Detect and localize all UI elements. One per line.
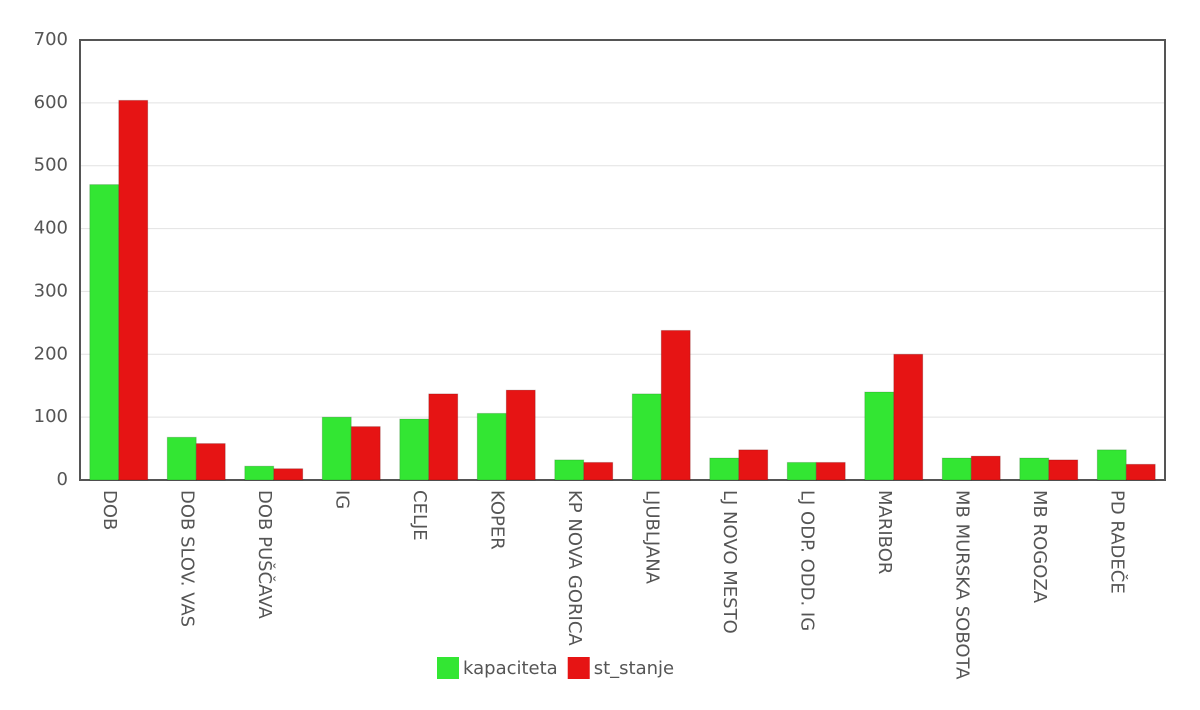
x-tick-label: MB MURSKA SOBOTA [951, 490, 972, 680]
legend-label: st_stanje [594, 658, 674, 679]
x-tick-label: DOB SLOV. VAS [176, 490, 197, 627]
bar [631, 393, 662, 481]
bar [350, 426, 381, 481]
bar [864, 391, 895, 481]
y-tick-label: 500 [34, 155, 68, 176]
y-tick-label: 700 [34, 29, 68, 50]
x-tick-label: PD RADEČE [1106, 490, 1128, 594]
y-tick-label: 0 [57, 469, 68, 490]
x-tick-label: DOB PUŠČAVA [254, 490, 276, 619]
x-tick-label: KP NOVA GORICA [564, 490, 585, 646]
y-tick-label: 200 [34, 343, 68, 364]
legend-swatch [437, 657, 459, 679]
bar [893, 353, 924, 481]
bar [118, 99, 149, 481]
bar [815, 461, 846, 481]
bar [273, 468, 304, 481]
bar [1096, 449, 1127, 481]
y-tick-label: 400 [34, 218, 68, 239]
bar [166, 436, 197, 481]
x-tick-label: MB ROGOZA [1029, 490, 1050, 604]
y-tick-label: 600 [34, 92, 68, 113]
bar [660, 329, 691, 481]
legend-swatch [567, 657, 590, 679]
bar [399, 418, 430, 481]
x-tick-label: IG [331, 490, 352, 509]
x-tick-label: LJ NOVO MESTO [719, 490, 740, 634]
bar [505, 389, 536, 481]
y-tick-label: 100 [34, 406, 68, 427]
y-tick-label: 300 [34, 280, 68, 301]
bar [244, 465, 275, 481]
x-tick-label: LJ ODP. ODD. IG [796, 490, 817, 631]
bar [709, 457, 740, 481]
bar [476, 412, 507, 481]
plot-frame [79, 39, 1166, 481]
bar [554, 459, 585, 481]
bar [941, 457, 972, 481]
x-tick-label: LJUBLJANA [641, 490, 662, 585]
bar [738, 449, 769, 481]
x-tick-label: DOB [99, 490, 120, 530]
x-tick-label: KOPER [486, 490, 507, 550]
legend-label: kapaciteta [463, 658, 558, 679]
bar [1125, 463, 1156, 481]
bar [970, 455, 1001, 481]
bar [195, 443, 226, 481]
bar [786, 461, 817, 481]
bar [89, 184, 120, 481]
bar [583, 461, 614, 481]
x-tick-label: CELJE [409, 490, 430, 541]
bar [321, 416, 352, 481]
x-tick-label: MARIBOR [874, 490, 895, 574]
bar [1048, 459, 1079, 481]
bar [1019, 457, 1050, 481]
bar [428, 393, 459, 481]
